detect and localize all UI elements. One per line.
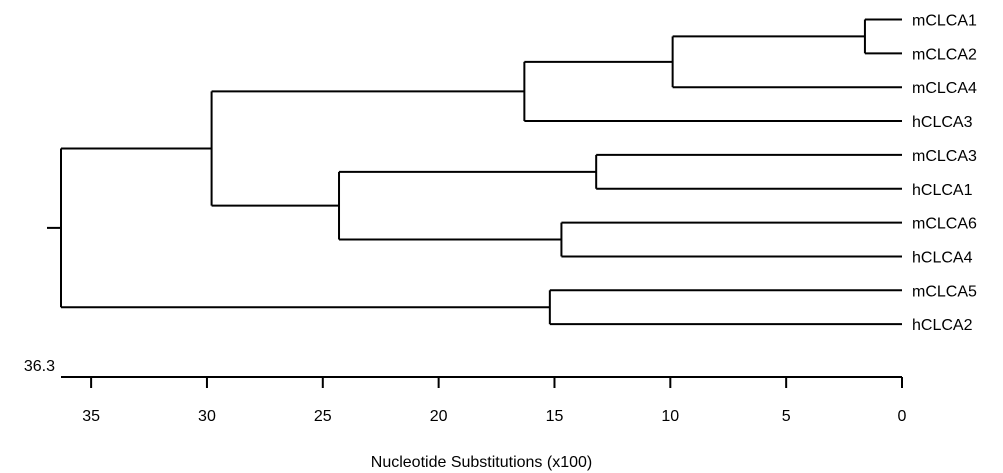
x-axis: 36.3 35 30 25 20 15 10 5 0 Nucleotide Substitut… bbox=[24, 358, 907, 471]
leaf-label: mCLCA5 bbox=[912, 283, 977, 300]
x-axis-title: Nucleotide Substitutions (x100) bbox=[371, 454, 592, 471]
leaf-label: hCLCA4 bbox=[912, 249, 973, 266]
leaf-labels: mCLCA1 mCLCA2 mCLCA4 hCLCA3 mCLCA3 hCLCA1 mCLC… bbox=[912, 13, 977, 335]
leaf-label: mCLCA3 bbox=[912, 148, 977, 165]
leaf-label: mCLCA4 bbox=[912, 80, 977, 97]
tree-branches bbox=[47, 18, 902, 326]
x-tick-label: 15 bbox=[546, 408, 564, 425]
leaf-label: mCLCA2 bbox=[912, 46, 977, 63]
leaf-label: hCLCA3 bbox=[912, 114, 973, 131]
x-tick-label: 5 bbox=[782, 408, 791, 425]
leaf-label: hCLCA1 bbox=[912, 182, 973, 199]
leaf-label: hCLCA2 bbox=[912, 317, 973, 334]
x-tick-label: 35 bbox=[82, 408, 100, 425]
x-tick-label: 10 bbox=[661, 408, 679, 425]
leaf-label: mCLCA1 bbox=[912, 13, 977, 30]
x-axis-ticks: 35 30 25 20 15 10 5 0 bbox=[82, 377, 907, 425]
x-tick-label: 20 bbox=[430, 408, 448, 425]
leaf-label: mCLCA6 bbox=[912, 216, 977, 233]
x-tick-label: 30 bbox=[198, 408, 216, 425]
x-tick-label: 25 bbox=[314, 408, 332, 425]
axis-origin-label: 36.3 bbox=[24, 358, 55, 375]
x-tick-label: 0 bbox=[898, 408, 907, 425]
